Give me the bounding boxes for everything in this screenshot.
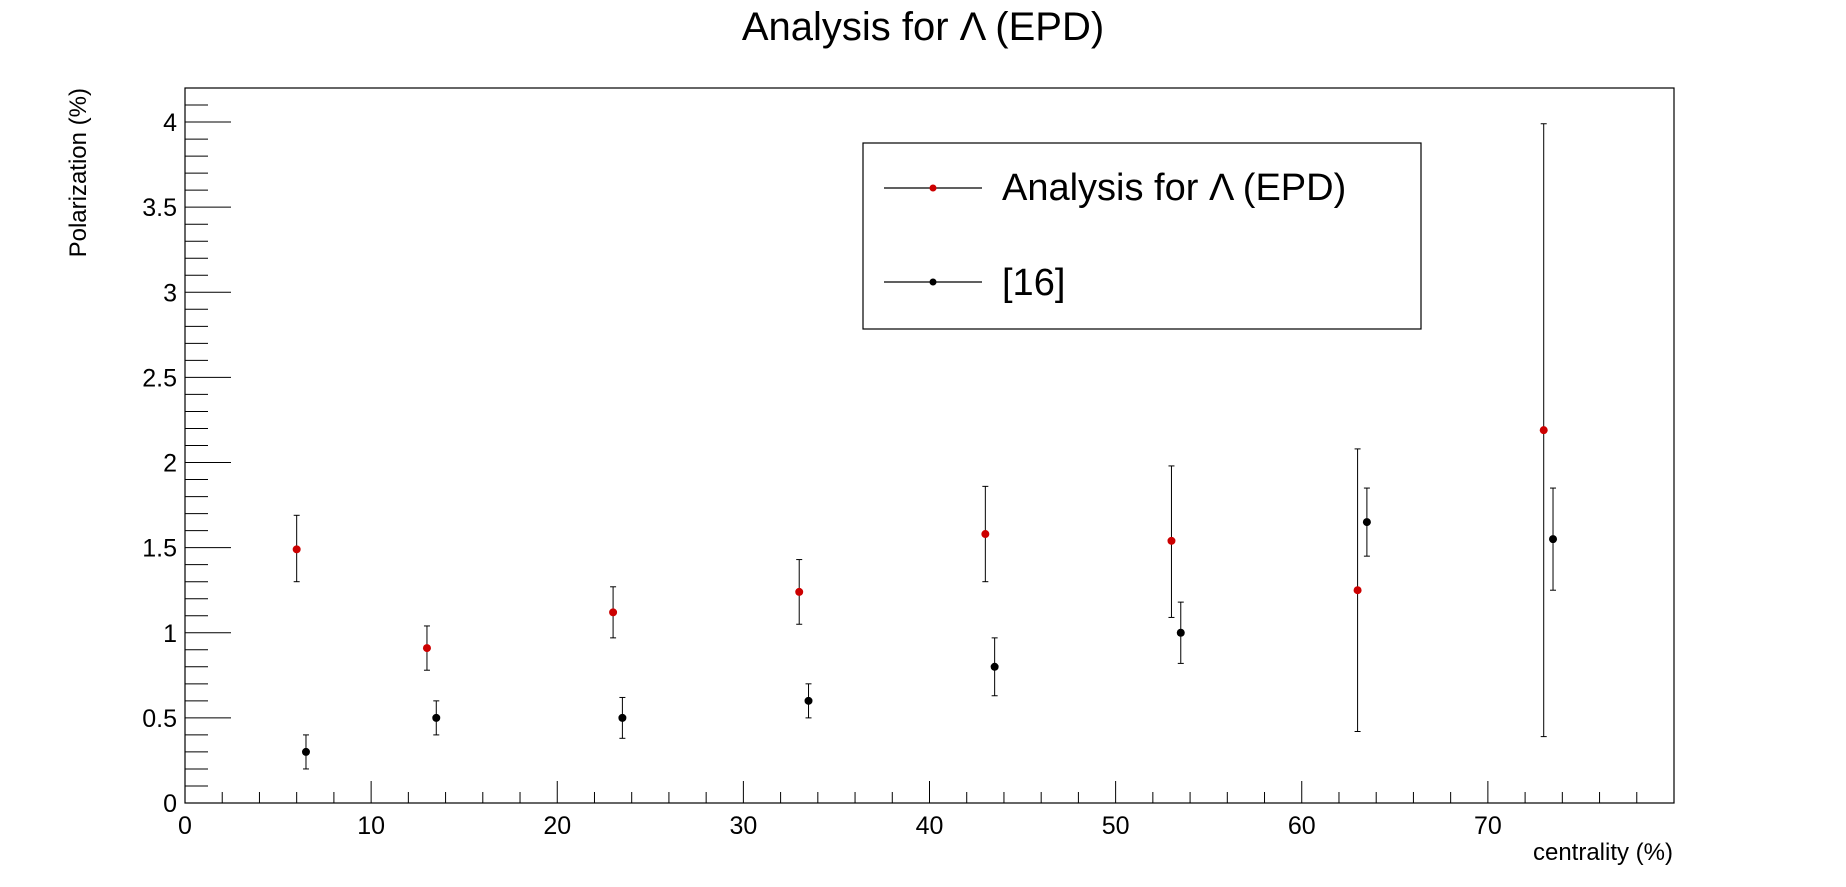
legend: Analysis for Λ (EPD) [16] — [862, 142, 1422, 330]
y-tick-label: 1 — [163, 620, 177, 648]
data-point — [1176, 628, 1185, 637]
data-point — [804, 696, 813, 705]
legend-entry-lambda: Analysis for Λ (EPD) — [884, 167, 1346, 209]
x-tick-label: 0 — [178, 812, 192, 840]
x-tick-label: 60 — [1288, 812, 1316, 840]
legend-label-ref16: [16] — [1002, 262, 1065, 304]
x-tick-label: 50 — [1102, 812, 1130, 840]
data-point — [1539, 426, 1548, 435]
series-0 — [292, 123, 1548, 738]
y-tick-label: 2 — [163, 450, 177, 478]
y-tick-label: 4 — [163, 109, 177, 137]
data-point — [795, 587, 804, 596]
y-tick-label: 3.5 — [142, 194, 177, 222]
data-point — [292, 545, 301, 554]
legend-label-lambda: Analysis for Λ (EPD) — [1002, 167, 1346, 209]
data-point — [422, 644, 431, 653]
legend-entry-ref16: [16] — [884, 262, 1065, 304]
data-point — [981, 530, 990, 539]
x-tick-label: 40 — [916, 812, 944, 840]
data-point — [1549, 535, 1558, 544]
data-point — [432, 713, 441, 722]
y-tick-label: 0.5 — [142, 705, 177, 733]
y-tick-label: 1.5 — [142, 535, 177, 563]
legend-marker-ref16 — [929, 278, 937, 286]
data-point — [1353, 586, 1362, 595]
data-series — [292, 123, 1558, 770]
x-tick-label: 70 — [1474, 812, 1502, 840]
x-axis — [184, 781, 1638, 803]
data-point — [609, 608, 618, 617]
x-tick-labels: 0 10 20 30 40 50 60 70 — [178, 812, 1502, 840]
chart-title: Analysis for Λ (EPD) — [742, 5, 1104, 49]
x-axis-label: centrality (%) — [1533, 839, 1673, 866]
y-axis-label: Polarization (%) — [65, 88, 92, 257]
data-point — [618, 713, 627, 722]
y-tick-labels: 0 0.5 1 1.5 2 2.5 3 3.5 4 — [142, 109, 177, 818]
y-tick-label: 0 — [163, 790, 177, 818]
legend-marker-lambda — [929, 184, 937, 192]
data-point — [1362, 518, 1371, 527]
y-axis — [185, 87, 231, 804]
series-1 — [301, 487, 1558, 770]
y-tick-label: 3 — [163, 279, 177, 307]
legend-box — [862, 142, 1422, 330]
data-point — [1167, 536, 1176, 545]
data-point — [990, 662, 999, 671]
x-tick-label: 20 — [543, 812, 571, 840]
x-tick-label: 30 — [729, 812, 757, 840]
y-tick-label: 2.5 — [142, 364, 177, 392]
data-point — [301, 747, 310, 756]
x-tick-label: 10 — [357, 812, 385, 840]
